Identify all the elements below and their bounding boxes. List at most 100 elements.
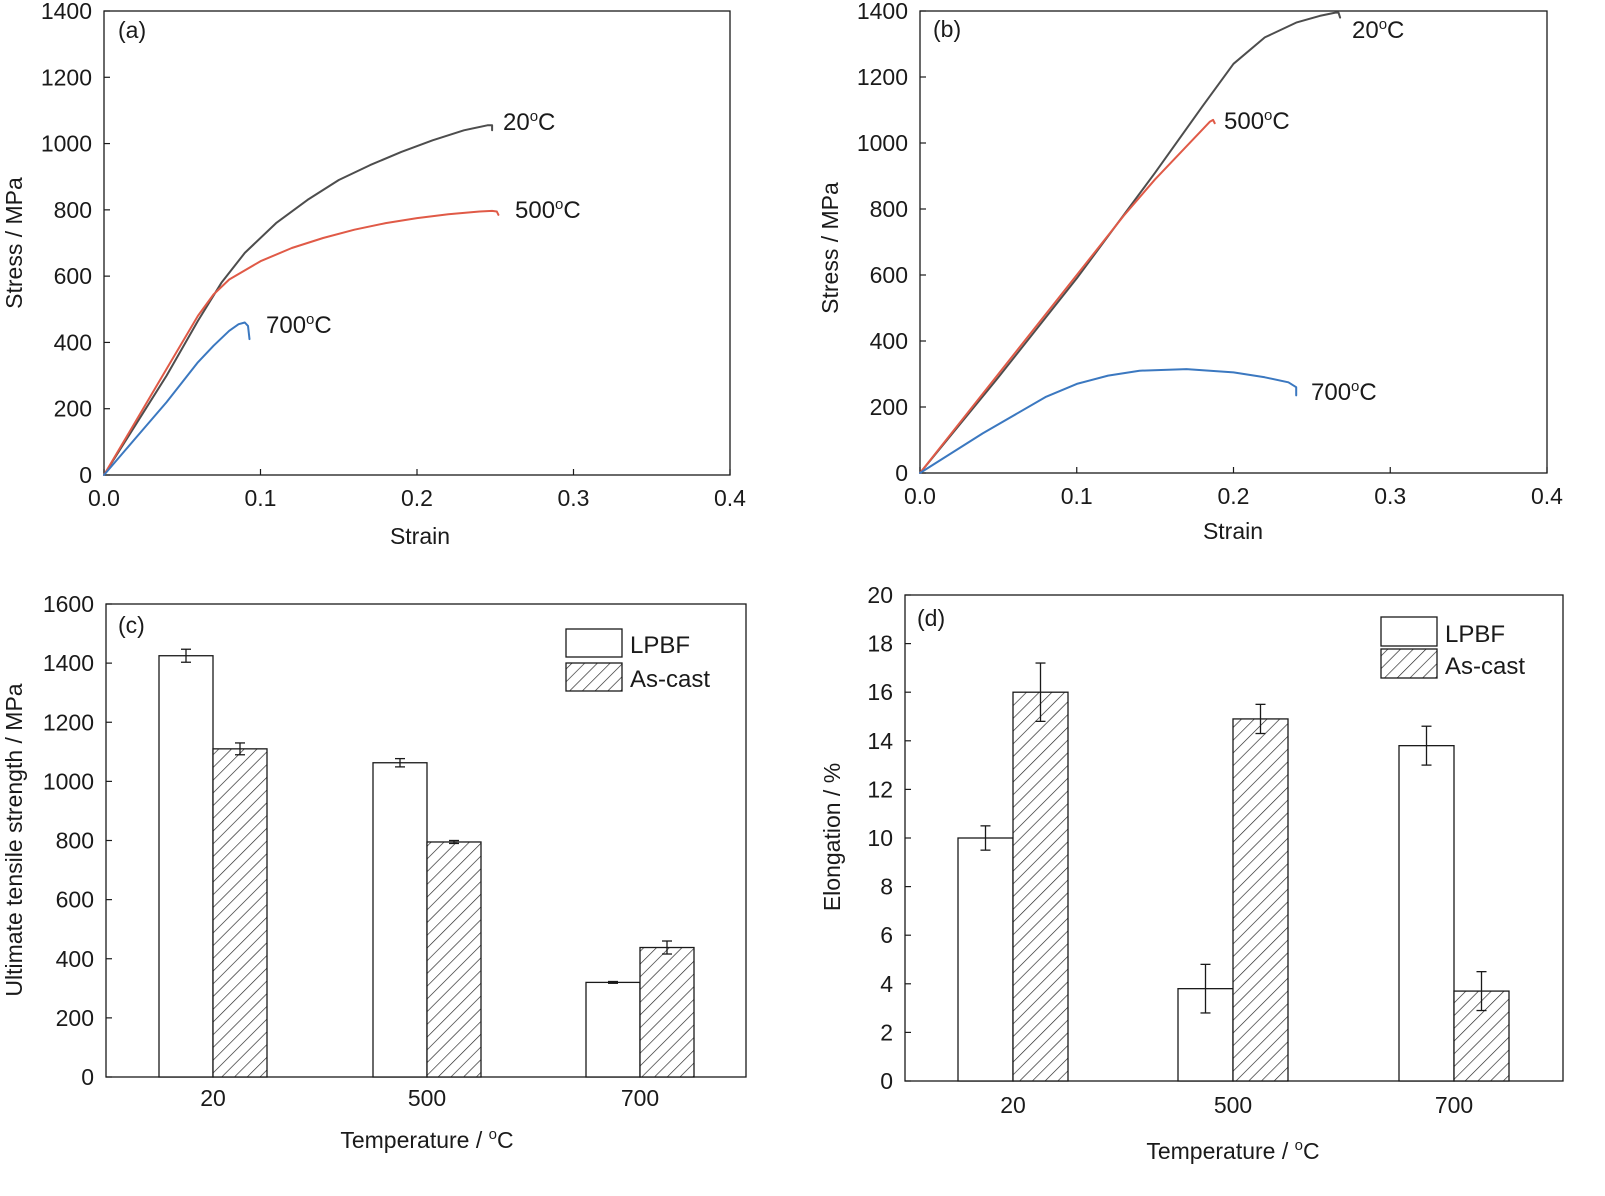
y-tick-label: 400 (56, 946, 94, 972)
plot-frame (103, 10, 731, 476)
x-tick-label: 20 (1000, 1092, 1026, 1118)
legend-swatch (1380, 648, 1438, 679)
y-tick-label: 0 (880, 1068, 893, 1094)
legend-swatch (565, 662, 623, 692)
x-tick-label: 500 (1214, 1092, 1252, 1118)
x-tick-label: 0.3 (1374, 483, 1406, 509)
y-tick-label: 0 (895, 460, 908, 486)
series-line-700C (103, 321, 251, 476)
x-tick-label: 0.3 (558, 485, 590, 511)
x-tick-label: 0.4 (1531, 483, 1563, 509)
series-line-20C (919, 11, 1342, 474)
legend-swatch (1380, 616, 1438, 647)
legend-swatch (565, 628, 623, 658)
y-tick-label: 16 (867, 679, 893, 705)
y-tick-label: 1000 (857, 130, 908, 156)
y-tick-label: 200 (54, 396, 92, 422)
bar-lpbf-20 (957, 837, 1014, 1082)
curve-label-500C-value: 500 (515, 197, 555, 224)
y-tick-label: 1200 (41, 64, 92, 90)
y-tick-label: 200 (870, 394, 908, 420)
x-tick-label: 0.1 (245, 485, 277, 511)
y-tick-label: 6 (880, 922, 893, 948)
x-tick-label: 0.2 (1218, 483, 1250, 509)
y-tick-label: 800 (56, 828, 94, 854)
y-tick-label: 0 (81, 1064, 94, 1090)
x-tick-label: 0.0 (904, 483, 936, 509)
curve-label-20C: 20oC (503, 108, 555, 136)
curve-label-20C: 20oC (1352, 16, 1404, 44)
bar-lpbf-700 (585, 981, 641, 1078)
panel-c: (c) 0 200 400 600 800 1000 1200 1400 1600 Ultimate… (1, 591, 747, 1153)
x-axis-label: Strain (390, 523, 450, 549)
curve-label-700C-value: 700 (1311, 379, 1351, 406)
y-tick-label: 14 (867, 728, 893, 754)
y-tick-label: 1200 (43, 709, 94, 735)
bar-ascast-500 (426, 841, 482, 1078)
legend-label: As-cast (1445, 653, 1525, 680)
y-tick-label: 1200 (857, 64, 908, 90)
y-tick-label: 1400 (43, 650, 94, 676)
y-tick-label: 18 (867, 631, 893, 657)
panel-label: (c) (118, 612, 145, 638)
curve-label-700C-unit: C (1359, 379, 1376, 406)
x-tick-label: 700 (1435, 1092, 1473, 1118)
y-axis-label: Stress / MPa (1, 177, 27, 309)
curve-label-500C: 500oC (515, 196, 581, 224)
panel-label: (a) (118, 17, 146, 43)
y-tick-label: 10 (867, 825, 893, 851)
panel-label: (d) (917, 605, 945, 631)
x-axis-label: Temperature / oC (1146, 1137, 1319, 1164)
series-line-20C (103, 124, 494, 476)
legend-label: LPBF (630, 632, 690, 659)
curve-label-20C-degree: o (530, 108, 538, 125)
bar-ascast-20 (1012, 691, 1069, 1082)
bar-ascast-20 (212, 748, 268, 1078)
curve-label-20C-unit: C (538, 109, 555, 136)
panel-b: (b) 0 200 400 600 800 1000 1200 1400 Stress / MPa… (817, 0, 1563, 544)
y-tick-label: 1400 (857, 0, 908, 24)
series-line-700C (919, 368, 1298, 474)
bar-lpbf-700 (1398, 745, 1455, 1082)
bar-lpbf-20 (158, 655, 214, 1078)
y-tick-label: 400 (54, 329, 92, 355)
y-tick-label: 600 (54, 263, 92, 289)
x-tick-label: 0.4 (714, 485, 746, 511)
panel-label: (b) (933, 16, 961, 42)
y-tick-label: 1400 (41, 0, 92, 24)
y-tick-label: 4 (880, 971, 893, 997)
x-tick-label: 700 (621, 1085, 659, 1111)
bar-lpbf-500 (372, 762, 428, 1078)
panel-d: (d) 0 2 4 6 8 10 12 14 16 18 20 Elongation / % 20 500 7… (819, 582, 1564, 1164)
x-tick-label: 0.0 (88, 485, 120, 511)
x-axis-label-degree: o (1295, 1137, 1303, 1154)
y-tick-label: 8 (880, 874, 893, 900)
curve-label-20C-unit: C (1387, 17, 1404, 44)
curve-label-500C: 500oC (1224, 107, 1290, 135)
y-axis-label: Stress / MPa (817, 182, 843, 314)
curve-label-500C-unit: C (563, 197, 580, 224)
x-axis-label-unit: C (497, 1127, 514, 1153)
curve-label-20C-value: 20 (503, 109, 530, 136)
y-tick-label: 2 (880, 1019, 893, 1045)
y-axis-label: Ultimate tensile strength / MPa (1, 683, 27, 996)
panel-a: (a) 0 200 400 600 800 1000 1200 1400 Stress / MPa… (1, 0, 746, 549)
x-tick-label: 0.1 (1061, 483, 1093, 509)
x-axis-label-degree: o (489, 1126, 497, 1143)
curve-label-700C-degree: o (306, 311, 314, 328)
series-line-500C (103, 209, 500, 476)
y-tick-label: 600 (870, 262, 908, 288)
curve-label-20C-value: 20 (1352, 17, 1379, 44)
curve-label-500C-degree: o (555, 196, 563, 213)
curve-label-700C-unit: C (314, 312, 331, 339)
curve-label-700C: 700oC (1311, 378, 1377, 406)
x-tick-label: 0.2 (401, 485, 433, 511)
y-tick-label: 1000 (41, 131, 92, 157)
x-axis-label-unit: C (1303, 1138, 1320, 1164)
x-axis-label: Temperature / oC (340, 1126, 513, 1153)
curve-label-700C: 700oC (266, 311, 332, 339)
y-tick-label: 400 (870, 328, 908, 354)
legend: LPBF As-cast (1380, 616, 1525, 680)
x-tick-label: 20 (200, 1085, 226, 1111)
